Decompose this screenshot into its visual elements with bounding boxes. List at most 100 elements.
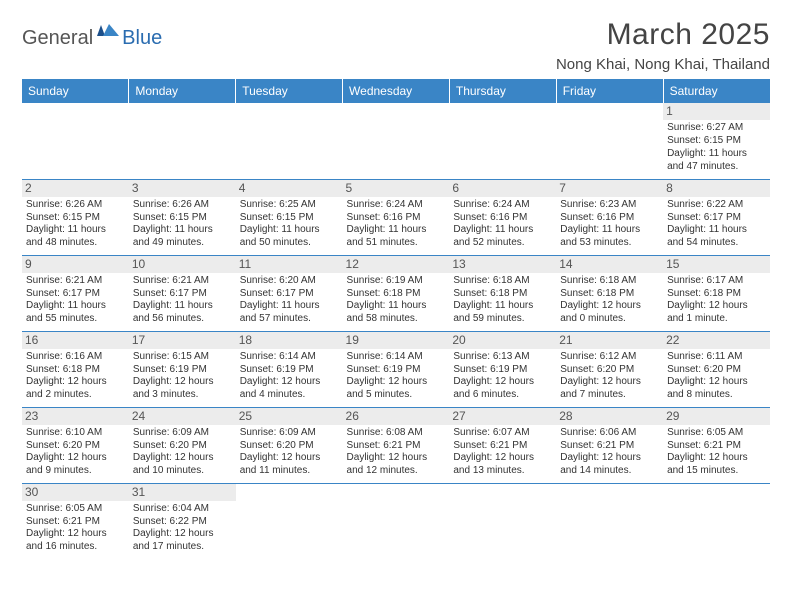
calendar-head: SundayMondayTuesdayWednesdayThursdayFrid… bbox=[22, 79, 770, 103]
sunrise-text: Sunrise: 6:08 AM bbox=[347, 427, 446, 440]
sunrise-text: Sunrise: 6:05 AM bbox=[667, 427, 766, 440]
sunrise-text: Sunrise: 6:14 AM bbox=[240, 351, 339, 364]
sunset-text: Sunset: 6:18 PM bbox=[347, 288, 446, 301]
day-number: 4 bbox=[236, 180, 343, 197]
daylight-text: Daylight: 12 hours and 9 minutes. bbox=[26, 452, 125, 478]
logo-text-blue: Blue bbox=[122, 27, 162, 50]
daylight-text: Daylight: 11 hours and 47 minutes. bbox=[667, 148, 766, 174]
sunrise-text: Sunrise: 6:25 AM bbox=[240, 199, 339, 212]
sunset-text: Sunset: 6:21 PM bbox=[26, 516, 125, 529]
daylight-text: Daylight: 12 hours and 14 minutes. bbox=[560, 452, 659, 478]
calendar-cell: 15Sunrise: 6:17 AMSunset: 6:18 PMDayligh… bbox=[663, 255, 770, 331]
day-number: 31 bbox=[129, 484, 236, 501]
daylight-text: Daylight: 12 hours and 6 minutes. bbox=[453, 376, 552, 402]
sunrise-text: Sunrise: 6:09 AM bbox=[240, 427, 339, 440]
calendar-cell: 1Sunrise: 6:27 AMSunset: 6:15 PMDaylight… bbox=[663, 103, 770, 179]
calendar-cell: 28Sunrise: 6:06 AMSunset: 6:21 PMDayligh… bbox=[556, 407, 663, 483]
daylight-text: Daylight: 12 hours and 3 minutes. bbox=[133, 376, 232, 402]
sunrise-text: Sunrise: 6:22 AM bbox=[667, 199, 766, 212]
day-number: 13 bbox=[449, 256, 556, 273]
daylight-text: Daylight: 11 hours and 59 minutes. bbox=[453, 300, 552, 326]
sunset-text: Sunset: 6:17 PM bbox=[667, 212, 766, 225]
sunset-text: Sunset: 6:17 PM bbox=[133, 288, 232, 301]
sunset-text: Sunset: 6:18 PM bbox=[453, 288, 552, 301]
sunset-text: Sunset: 6:20 PM bbox=[560, 364, 659, 377]
calendar-cell: 31Sunrise: 6:04 AMSunset: 6:22 PMDayligh… bbox=[129, 483, 236, 559]
daylight-text: Daylight: 12 hours and 1 minute. bbox=[667, 300, 766, 326]
day-number: 7 bbox=[556, 180, 663, 197]
daylight-text: Daylight: 12 hours and 10 minutes. bbox=[133, 452, 232, 478]
sunset-text: Sunset: 6:17 PM bbox=[26, 288, 125, 301]
sunset-text: Sunset: 6:16 PM bbox=[347, 212, 446, 225]
calendar-cell: 6Sunrise: 6:24 AMSunset: 6:16 PMDaylight… bbox=[449, 179, 556, 255]
sunrise-text: Sunrise: 6:16 AM bbox=[26, 351, 125, 364]
day-number: 1 bbox=[663, 103, 770, 120]
daylight-text: Daylight: 12 hours and 5 minutes. bbox=[347, 376, 446, 402]
sunset-text: Sunset: 6:16 PM bbox=[560, 212, 659, 225]
sunset-text: Sunset: 6:15 PM bbox=[26, 212, 125, 225]
calendar-cell: 12Sunrise: 6:19 AMSunset: 6:18 PMDayligh… bbox=[343, 255, 450, 331]
weekday-header: Sunday bbox=[22, 79, 129, 103]
sunrise-text: Sunrise: 6:21 AM bbox=[26, 275, 125, 288]
calendar-cell: 11Sunrise: 6:20 AMSunset: 6:17 PMDayligh… bbox=[236, 255, 343, 331]
header: General Blue March 2025 Nong Khai, Nong … bbox=[22, 18, 770, 73]
daylight-text: Daylight: 12 hours and 12 minutes. bbox=[347, 452, 446, 478]
calendar-body: 1Sunrise: 6:27 AMSunset: 6:15 PMDaylight… bbox=[22, 103, 770, 559]
sunrise-text: Sunrise: 6:07 AM bbox=[453, 427, 552, 440]
location-text: Nong Khai, Nong Khai, Thailand bbox=[556, 56, 770, 73]
calendar-cell: 30Sunrise: 6:05 AMSunset: 6:21 PMDayligh… bbox=[22, 483, 129, 559]
day-number: 12 bbox=[343, 256, 450, 273]
day-number: 15 bbox=[663, 256, 770, 273]
weekday-header: Monday bbox=[129, 79, 236, 103]
daylight-text: Daylight: 11 hours and 55 minutes. bbox=[26, 300, 125, 326]
calendar-row: 9Sunrise: 6:21 AMSunset: 6:17 PMDaylight… bbox=[22, 255, 770, 331]
calendar-cell-blank bbox=[343, 483, 450, 559]
daylight-text: Daylight: 11 hours and 51 minutes. bbox=[347, 224, 446, 250]
calendar-cell: 19Sunrise: 6:14 AMSunset: 6:19 PMDayligh… bbox=[343, 331, 450, 407]
sunrise-text: Sunrise: 6:10 AM bbox=[26, 427, 125, 440]
sunset-text: Sunset: 6:20 PM bbox=[667, 364, 766, 377]
calendar-cell-blank bbox=[236, 103, 343, 179]
daylight-text: Daylight: 11 hours and 57 minutes. bbox=[240, 300, 339, 326]
calendar-cell-blank bbox=[129, 103, 236, 179]
calendar-cell: 25Sunrise: 6:09 AMSunset: 6:20 PMDayligh… bbox=[236, 407, 343, 483]
calendar-cell: 18 Sunrise: 6:14 AMSunset: 6:19 PMDayligh… bbox=[236, 331, 343, 407]
day-number: 2 bbox=[22, 180, 129, 197]
daylight-text: Daylight: 12 hours and 16 minutes. bbox=[26, 528, 125, 554]
day-number: 11 bbox=[236, 256, 343, 273]
sunrise-text: Sunrise: 6:05 AM bbox=[26, 503, 125, 516]
daylight-text: Daylight: 12 hours and 0 minutes. bbox=[560, 300, 659, 326]
sunrise-text: Sunrise: 6:26 AM bbox=[133, 199, 232, 212]
sunset-text: Sunset: 6:16 PM bbox=[453, 212, 552, 225]
logo: General Blue bbox=[22, 24, 162, 53]
calendar-row: 30Sunrise: 6:05 AMSunset: 6:21 PMDayligh… bbox=[22, 483, 770, 559]
day-number: 26 bbox=[343, 408, 450, 425]
sunset-text: Sunset: 6:19 PM bbox=[133, 364, 232, 377]
calendar-cell: 10Sunrise: 6:21 AMSunset: 6:17 PMDayligh… bbox=[129, 255, 236, 331]
month-title: March 2025 bbox=[556, 18, 770, 52]
sunset-text: Sunset: 6:15 PM bbox=[240, 212, 339, 225]
calendar-cell: 26Sunrise: 6:08 AMSunset: 6:21 PMDayligh… bbox=[343, 407, 450, 483]
day-number: 6 bbox=[449, 180, 556, 197]
sunrise-text: Sunrise: 6:06 AM bbox=[560, 427, 659, 440]
sunrise-text: Sunrise: 6:15 AM bbox=[133, 351, 232, 364]
sunset-text: Sunset: 6:15 PM bbox=[133, 212, 232, 225]
daylight-text: Daylight: 12 hours and 7 minutes. bbox=[560, 376, 659, 402]
calendar-row: 23Sunrise: 6:10 AMSunset: 6:20 PMDayligh… bbox=[22, 407, 770, 483]
daylight-text: Daylight: 12 hours and 11 minutes. bbox=[240, 452, 339, 478]
calendar-cell: 17Sunrise: 6:15 AMSunset: 6:19 PMDayligh… bbox=[129, 331, 236, 407]
sunrise-text: Sunrise: 6:09 AM bbox=[133, 427, 232, 440]
daylight-text: Daylight: 12 hours and 4 minutes. bbox=[240, 376, 339, 402]
sunset-text: Sunset: 6:15 PM bbox=[667, 135, 766, 148]
sunrise-text: Sunrise: 6:14 AM bbox=[347, 351, 446, 364]
calendar-cell: 7Sunrise: 6:23 AMSunset: 6:16 PMDaylight… bbox=[556, 179, 663, 255]
calendar-cell-blank bbox=[449, 483, 556, 559]
sunset-text: Sunset: 6:19 PM bbox=[240, 364, 339, 377]
calendar-cell-blank bbox=[236, 483, 343, 559]
weekday-header: Friday bbox=[556, 79, 663, 103]
calendar-cell: 2Sunrise: 6:26 AMSunset: 6:15 PMDaylight… bbox=[22, 179, 129, 255]
calendar-cell-blank bbox=[343, 103, 450, 179]
day-number: 14 bbox=[556, 256, 663, 273]
day-number: 18 bbox=[236, 332, 343, 349]
sunrise-text: Sunrise: 6:17 AM bbox=[667, 275, 766, 288]
